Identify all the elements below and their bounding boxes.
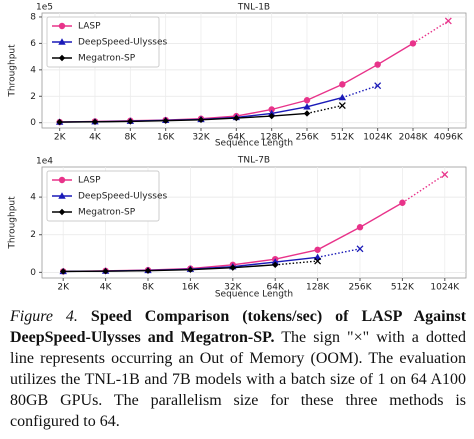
legend-label: Megatron-SP	[78, 208, 136, 218]
y-tick-label: 4	[30, 65, 36, 75]
data-point	[197, 116, 205, 124]
x-tick-label: 4096K	[434, 133, 464, 143]
oom-marker	[356, 245, 364, 253]
x-tick-label: 2048K	[399, 133, 429, 143]
y-axis-label: Throughput	[8, 44, 18, 98]
data-point	[303, 110, 311, 117]
data-point	[338, 93, 347, 101]
x-tick-label: 1024K	[363, 133, 393, 143]
oom-line	[342, 85, 378, 99]
chart-title: TNL-7B	[237, 156, 270, 166]
data-point	[233, 114, 240, 122]
data-point	[314, 246, 321, 253]
data-point	[162, 117, 169, 124]
legend-box	[46, 170, 160, 222]
oom-line	[306, 104, 343, 115]
caption: Figure 4. Speed Comparison (tokens/sec) …	[10, 306, 466, 432]
x-tick-label: 8K	[142, 283, 155, 293]
x-tick-label: 2K	[54, 133, 67, 143]
x-tick-label: 16K	[157, 133, 175, 143]
y-axis-label: Throughput	[8, 196, 18, 250]
x-axis-label: Sequence Length	[215, 139, 293, 149]
x-tick-label: 64K	[267, 283, 285, 293]
chart-title: TNL-1B	[237, 3, 270, 13]
oom-marker	[314, 257, 322, 265]
data-point	[339, 81, 346, 88]
x-tick-label: 128K	[306, 283, 330, 293]
x-tick-label: 512K	[391, 283, 415, 293]
oom-marker	[444, 17, 452, 25]
data-point	[374, 61, 381, 68]
x-tick-label: 1024K	[430, 283, 460, 293]
legend-label: DeepSpeed-Ulysses	[78, 38, 168, 48]
legend-marker	[58, 38, 66, 45]
y-scale-label: 1e4	[36, 157, 53, 167]
data-point	[268, 112, 275, 120]
y-tick-label: 2	[30, 92, 36, 102]
x-tick-label: 256K	[348, 283, 372, 293]
caption-text: The sign "×" with a dotted line represen…	[10, 329, 466, 430]
y-tick-label: 4	[30, 193, 36, 203]
data-point	[56, 118, 63, 126]
x-tick-label: 32K	[224, 283, 242, 293]
x-tick-label: 2K	[57, 283, 70, 293]
y-tick-label: 0	[30, 118, 36, 128]
legend-marker	[58, 208, 66, 216]
legend-box	[46, 16, 160, 68]
legend-label: Megatron-SP	[78, 54, 136, 64]
y-tick-label: 2	[30, 230, 36, 240]
x-tick-label: 64K	[228, 133, 246, 143]
data-point	[187, 266, 194, 273]
data-point	[271, 258, 279, 265]
legend-label: LASP	[78, 22, 101, 32]
data-point	[356, 224, 364, 231]
x-tick-label: 8K	[125, 133, 138, 143]
y-tick-label: 8	[30, 12, 36, 22]
oom-line	[275, 260, 318, 266]
data-point	[303, 97, 311, 104]
series-line	[59, 112, 308, 123]
legend-marker	[58, 176, 66, 184]
legend-marker	[58, 192, 66, 199]
x-tick-label: 32K	[192, 133, 210, 143]
oom-line	[317, 248, 361, 258]
data-point	[91, 118, 99, 125]
data-point	[399, 199, 406, 206]
data-point	[127, 118, 134, 125]
x-axis-label: Sequence Length	[215, 290, 293, 300]
x-tick-label: 4K	[89, 133, 102, 143]
y-tick-label: 6	[30, 39, 36, 49]
legend-marker	[58, 22, 66, 30]
data-point	[102, 268, 109, 275]
x-tick-label: 4K	[100, 283, 113, 293]
y-tick-label: 0	[30, 268, 36, 278]
data-point	[144, 267, 152, 274]
oom-marker	[338, 102, 346, 109]
oom-line	[402, 173, 446, 204]
caption-title: Speed Comparison (tokens/sec) of LASP Ag…	[10, 308, 467, 346]
data-point	[303, 103, 311, 110]
oom-marker	[441, 171, 449, 178]
series-line	[63, 264, 276, 273]
data-point	[229, 264, 236, 271]
legend-label: DeepSpeed-Ulysses	[78, 192, 168, 202]
data-point	[60, 268, 67, 275]
x-tick-label: 16K	[182, 283, 200, 293]
data-point	[272, 261, 279, 269]
legend-marker	[58, 54, 66, 62]
x-tick-label: 256K	[295, 133, 319, 143]
caption-label: Figure 4.	[10, 308, 78, 325]
x-tick-label: 512K	[331, 133, 355, 143]
y-scale-label: 1e5	[36, 3, 53, 13]
data-point	[409, 40, 417, 47]
charts: TNL-1B Sequence Length Throughput 1e5 0 2 4 6 8 2…	[8, 3, 467, 300]
oom-marker	[374, 82, 382, 90]
x-tick-label: 128K	[260, 133, 284, 143]
data-point	[268, 106, 275, 113]
legend-label: LASP	[78, 176, 101, 186]
